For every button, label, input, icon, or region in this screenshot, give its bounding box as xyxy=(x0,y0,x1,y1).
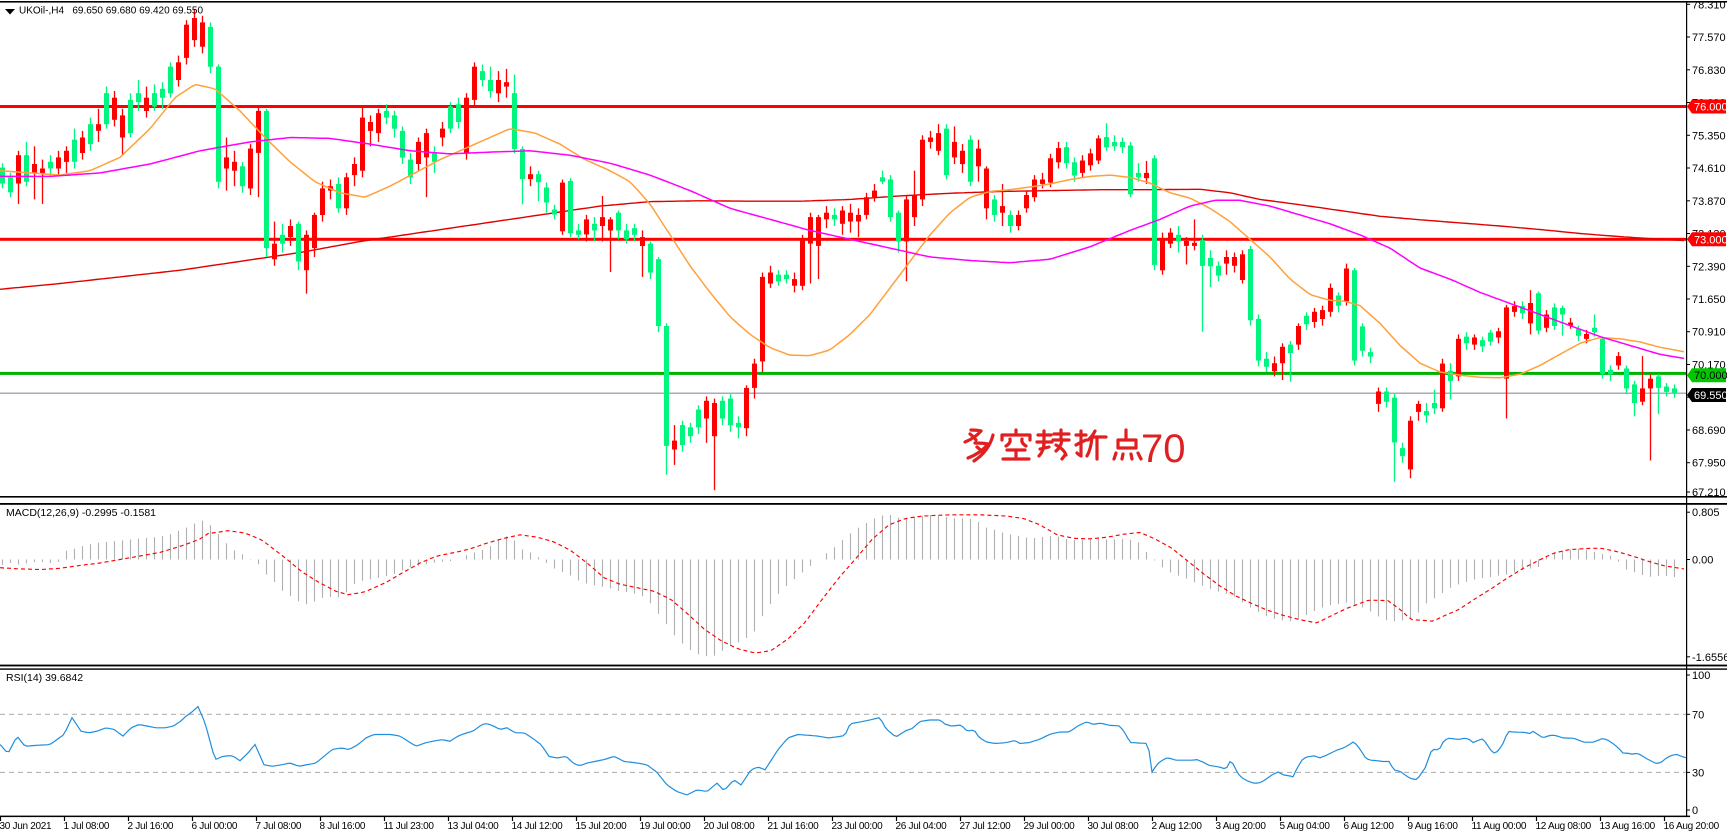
svg-text:7 Jul 08:00: 7 Jul 08:00 xyxy=(256,821,302,832)
svg-text:72.390: 72.390 xyxy=(1692,261,1726,273)
svg-text:2 Aug 12:00: 2 Aug 12:00 xyxy=(1152,821,1203,832)
svg-text:76.000: 76.000 xyxy=(1694,102,1727,114)
svg-text:15 Jul 20:00: 15 Jul 20:00 xyxy=(576,821,628,832)
svg-text:76.830: 76.830 xyxy=(1692,65,1726,77)
svg-text:13 Aug 16:00: 13 Aug 16:00 xyxy=(1600,821,1656,832)
svg-text:73.000: 73.000 xyxy=(1694,234,1727,246)
svg-text:67.210: 67.210 xyxy=(1692,487,1726,499)
svg-text:70: 70 xyxy=(1141,427,1186,471)
svg-text:13 Jul 04:00: 13 Jul 04:00 xyxy=(448,821,500,832)
svg-text:5 Aug 04:00: 5 Aug 04:00 xyxy=(1280,821,1331,832)
svg-text:2 Jul 16:00: 2 Jul 16:00 xyxy=(128,821,174,832)
svg-text:78.310: 78.310 xyxy=(1692,0,1726,11)
svg-text:67.950: 67.950 xyxy=(1692,458,1726,470)
svg-text:70.910: 70.910 xyxy=(1692,327,1726,339)
svg-text:30 Jun 2021: 30 Jun 2021 xyxy=(0,821,52,832)
svg-text:68.690: 68.690 xyxy=(1692,425,1726,437)
svg-text:23 Jul 00:00: 23 Jul 00:00 xyxy=(832,821,884,832)
svg-text:3 Aug 20:00: 3 Aug 20:00 xyxy=(1216,821,1267,832)
svg-text:73.870: 73.870 xyxy=(1692,196,1726,208)
svg-text:27 Jul 12:00: 27 Jul 12:00 xyxy=(960,821,1012,832)
svg-text:71.650: 71.650 xyxy=(1692,294,1726,306)
svg-text:11 Aug 00:00: 11 Aug 00:00 xyxy=(1472,821,1527,832)
svg-text:100: 100 xyxy=(1692,670,1710,682)
svg-text:UKOil-,H4 69.650 69.680 69.4: UKOil-,H4 69.650 69.680 69.420 69.550 xyxy=(19,6,203,17)
svg-text:77.570: 77.570 xyxy=(1692,32,1726,44)
svg-text:MACD(12,26,9) -0.2995 -0.1581: MACD(12,26,9) -0.2995 -0.1581 xyxy=(6,507,156,519)
svg-text:70.000: 70.000 xyxy=(1694,370,1727,382)
svg-text:19 Jul 00:00: 19 Jul 00:00 xyxy=(640,821,692,832)
svg-text:75.350: 75.350 xyxy=(1692,130,1726,142)
svg-text:6 Jul 00:00: 6 Jul 00:00 xyxy=(192,821,238,832)
svg-text:70: 70 xyxy=(1692,709,1704,721)
svg-text:9 Aug 16:00: 9 Aug 16:00 xyxy=(1408,821,1459,832)
svg-text:74.610: 74.610 xyxy=(1692,163,1726,175)
svg-text:0.805: 0.805 xyxy=(1692,507,1720,519)
svg-text:29 Jul 00:00: 29 Jul 00:00 xyxy=(1024,821,1076,832)
svg-text:6 Aug 12:00: 6 Aug 12:00 xyxy=(1344,821,1395,832)
svg-text:26 Jul 04:00: 26 Jul 04:00 xyxy=(896,821,948,832)
svg-text:8 Jul 16:00: 8 Jul 16:00 xyxy=(320,821,366,832)
svg-text:14 Jul 12:00: 14 Jul 12:00 xyxy=(512,821,564,832)
svg-text:20 Jul 08:00: 20 Jul 08:00 xyxy=(704,821,756,832)
svg-text:30: 30 xyxy=(1692,767,1704,779)
svg-text:0.00: 0.00 xyxy=(1692,555,1713,567)
svg-text:69.550: 69.550 xyxy=(1694,390,1727,402)
svg-text:0: 0 xyxy=(1692,805,1698,817)
svg-text:21 Jul 16:00: 21 Jul 16:00 xyxy=(768,821,820,832)
svg-text:16 Aug 20:00: 16 Aug 20:00 xyxy=(1664,821,1720,832)
svg-text:12 Aug 08:00: 12 Aug 08:00 xyxy=(1536,821,1592,832)
svg-text:11 Jul 23:00: 11 Jul 23:00 xyxy=(384,821,435,832)
svg-text:1 Jul 08:00: 1 Jul 08:00 xyxy=(64,821,110,832)
svg-text:RSI(14) 39.6842: RSI(14) 39.6842 xyxy=(6,672,83,684)
svg-text:-1.6556: -1.6556 xyxy=(1692,652,1727,664)
svg-text:30 Jul 08:00: 30 Jul 08:00 xyxy=(1088,821,1140,832)
